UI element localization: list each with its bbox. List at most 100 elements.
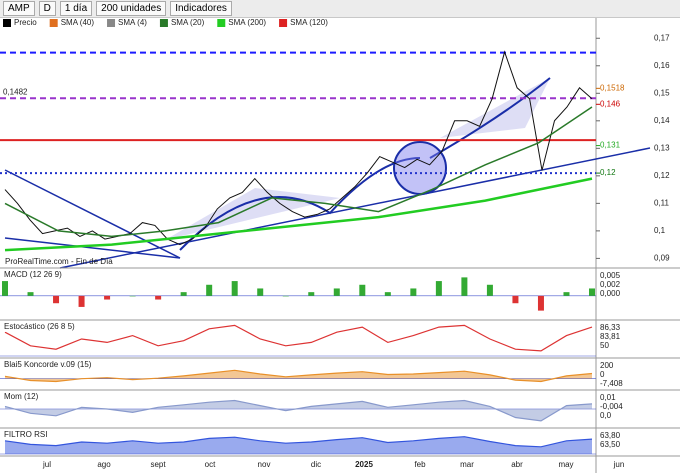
units-box[interactable]: 200 unidades	[96, 1, 167, 16]
y-tick-label: 0,13	[654, 143, 670, 152]
panel-line	[4, 324, 593, 352]
indicators-box[interactable]: Indicadores	[170, 1, 232, 16]
source-text: ProRealTime.com - Fin de Día	[5, 257, 113, 266]
panel-label-bg	[2, 322, 102, 332]
legend-swatch	[107, 19, 116, 27]
panel-label: MACD (12 26 9)	[4, 270, 62, 279]
panel-axis-label: 200	[600, 361, 614, 370]
month-label: feb	[414, 460, 426, 469]
shaded-pattern	[165, 188, 340, 240]
legend-label: SMA (4)	[118, 18, 147, 27]
y-tick-label: 0,09	[654, 254, 670, 263]
panel-axis-label: 0,0	[600, 411, 612, 420]
legend-label: SMA (200)	[228, 18, 266, 27]
axis-area	[596, 18, 680, 473]
symbol-box[interactable]: AMP	[3, 1, 35, 16]
panel-label: Estocástico (26 8 5)	[4, 322, 75, 331]
legend-swatch	[159, 19, 168, 27]
level-label: 0,1482	[3, 87, 28, 96]
histogram-bar	[180, 292, 187, 296]
histogram-bar	[206, 284, 213, 296]
mode-box[interactable]: D	[38, 1, 56, 16]
month-label: jul	[42, 460, 51, 469]
panel-line	[4, 399, 593, 422]
panel-axis-label: 0,002	[600, 280, 621, 289]
histogram-bar	[589, 288, 595, 296]
histogram-bar	[563, 292, 570, 296]
panel-axis-label: -7,408	[600, 379, 623, 388]
panel-axis-label: -0,004	[600, 402, 623, 411]
y-tick-label: 0,16	[654, 61, 670, 70]
panel-label: FILTRO RSI	[4, 430, 47, 439]
histogram-bar	[486, 284, 493, 296]
panel-axis-label: 83,81	[600, 332, 621, 341]
panel-axis-label: 0,005	[600, 271, 621, 280]
panel-area	[5, 436, 592, 454]
panel-line	[4, 436, 593, 448]
toolbar: AMP D 1 día 200 unidades Indicadores	[0, 0, 680, 18]
panel-axis-label: 63,80	[600, 431, 621, 440]
panel-axis-label: 0	[600, 370, 605, 379]
legend-label: Precio	[14, 18, 37, 27]
period-box[interactable]: 1 día	[59, 1, 93, 16]
trend-line	[4, 237, 181, 259]
legend-swatch	[217, 19, 226, 27]
histogram-bar	[257, 288, 264, 296]
month-label: may	[558, 460, 573, 469]
histogram-bar	[104, 295, 111, 300]
panel-label: Blai5 Koncorde v.09 (15)	[4, 360, 92, 369]
month-label: oct	[205, 460, 216, 469]
panel-axis-label: 0,01	[600, 393, 616, 402]
legend-label: SMA (120)	[290, 18, 328, 27]
y-tick-label: 0,17	[654, 33, 670, 42]
month-label: mar	[460, 460, 474, 469]
panel-axis-label: 63,50	[600, 440, 621, 449]
histogram-bar	[359, 284, 366, 296]
histogram-bar	[155, 295, 162, 300]
histogram-bar	[333, 288, 340, 296]
panel-label-bg	[2, 270, 102, 280]
month-label: sept	[150, 460, 166, 469]
histogram-bar	[231, 281, 238, 296]
series-line	[4, 50, 593, 246]
trend-curve	[179, 157, 421, 251]
panel-axis-label: 50	[600, 341, 609, 350]
panel-line	[4, 369, 593, 383]
panel-label-bg	[2, 360, 102, 370]
panel-label: Mom (12)	[4, 392, 39, 401]
histogram-bar	[27, 292, 34, 296]
panel-axis-label: 86,33	[600, 323, 621, 332]
panel-axis-label: 0,000	[600, 289, 621, 298]
panel-label-bg	[2, 392, 102, 402]
histogram-bar	[384, 292, 391, 296]
legend-swatch	[49, 19, 58, 27]
histogram-bar	[78, 295, 85, 307]
histogram-bar	[461, 277, 468, 296]
y-tick-label: 0,12	[654, 171, 670, 180]
panel-label-bg	[2, 430, 102, 440]
histogram-bar	[53, 295, 60, 304]
y-tick-label: 0,14	[654, 116, 670, 125]
legend-label: SMA (40)	[61, 18, 95, 27]
histogram-bar	[435, 281, 442, 296]
histogram-bar	[537, 295, 544, 311]
price-label: 0,131	[600, 141, 621, 150]
legend-swatch	[3, 19, 11, 27]
y-tick-label: 0,15	[654, 88, 670, 97]
month-label: 2025	[355, 460, 373, 469]
month-label: jun	[613, 460, 625, 469]
histogram-bar	[512, 295, 519, 304]
y-tick-label: 0,1	[654, 226, 666, 235]
legend-swatch	[279, 19, 288, 27]
trend-curve	[429, 77, 551, 159]
histogram-bar	[129, 295, 136, 297]
price-label: 0,12	[600, 168, 616, 177]
price-label: 0,146	[600, 99, 621, 108]
price-label: 0,1518	[600, 83, 625, 92]
histogram-bar	[410, 288, 417, 296]
month-label: dic	[311, 460, 321, 469]
panel-area	[5, 400, 592, 421]
histogram-bar	[2, 281, 8, 296]
trend-line	[4, 169, 181, 259]
